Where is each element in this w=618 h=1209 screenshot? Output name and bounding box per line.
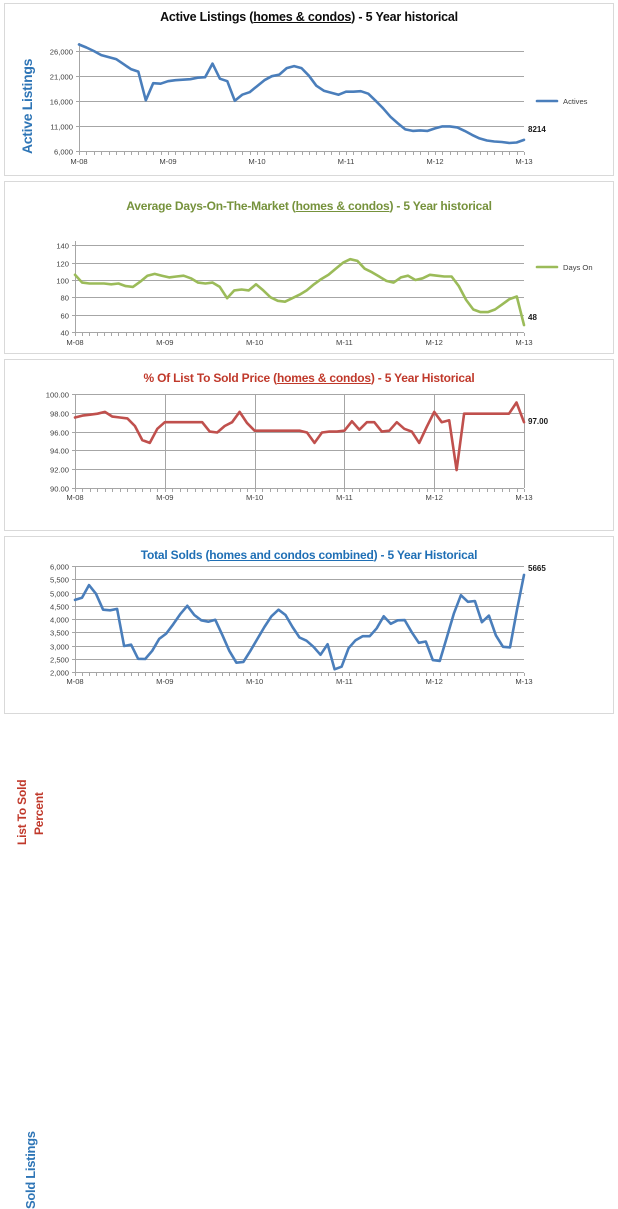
x-tick-label: M-08 <box>66 493 83 502</box>
end-value-label: 5665 <box>528 564 546 573</box>
y-axis-title-list-to-sold-line2: Percent <box>32 792 46 835</box>
x-tick-label: M-08 <box>66 338 83 347</box>
legend-label: Actives <box>563 97 588 106</box>
x-tick-label: M-13 <box>515 677 532 686</box>
x-tick-label: M-10 <box>246 493 263 502</box>
chart-panel-list-to-sold-price: % Of List To Sold Price (homes & condos)… <box>4 359 614 845</box>
data-series-line <box>73 257 526 327</box>
y-tick-label: 120 <box>56 259 69 268</box>
chart-title-active-listings: Active Listings (homes & condos) - 5 Yea… <box>5 10 613 24</box>
chart-title-post: ) - 5 Year Historical <box>373 548 478 562</box>
x-tick-label: M-11 <box>336 338 353 347</box>
y-tick-label: 92.00 <box>50 465 69 474</box>
y-tick-label: 4,500 <box>50 602 69 611</box>
x-tick-label: M-10 <box>246 338 263 347</box>
y-axis-title-total-solds: Sold Listings <box>23 1131 38 1209</box>
legend-label: Days On <box>563 263 593 272</box>
x-tick-label: M-09 <box>159 157 176 166</box>
y-tick-label: 98.00 <box>50 409 69 418</box>
y-tick-label: 90.00 <box>50 484 69 493</box>
chart-title-list-to-sold-price: % Of List To Sold Price (homes & condos)… <box>5 371 613 385</box>
chart-title-underlined: homes and condos combined <box>209 548 374 562</box>
chart-title-post: ) - 5 Year historical <box>351 10 458 24</box>
y-tick-label: 100 <box>56 276 69 285</box>
end-value-label: 8214 <box>528 125 546 134</box>
chart-title-total-solds: Total Solds (homes and condos combined) … <box>5 548 613 562</box>
y-tick-label: 6,000 <box>54 147 73 156</box>
chart-svg-days-on-market: 40 60 80 100 120 140 M-08 M-09 M-10 M-11 M-12 M-13 D… <box>56 241 593 347</box>
chart-title-days-on-market: Average Days-On-The-Market (homes & cond… <box>5 199 613 213</box>
y-tick-label: 3,000 <box>50 642 69 651</box>
y-tick-label: 94.00 <box>50 446 69 455</box>
chart-title-pre: Active Listings ( <box>160 10 254 24</box>
chart-title-pre: Total Solds ( <box>140 548 210 562</box>
x-tick-label: M-11 <box>336 493 353 502</box>
chart-svg-list-to-sold-price: 90.00 92.00 94.00 96.00 98.00 100.00 M-08 M-09 M… <box>46 390 549 502</box>
x-tick-label: M-13 <box>515 157 532 166</box>
y-tick-label: 60 <box>61 311 69 320</box>
charts-page: Active Listings (homes & condos) - 5 Yea… <box>4 3 614 1209</box>
y-tick-label: 96.00 <box>50 428 69 437</box>
data-series-line <box>73 573 526 671</box>
end-value-label: 97.00 <box>528 417 549 426</box>
x-tick-label: M-09 <box>156 677 173 686</box>
y-axis-title-active-listings: Active Listings <box>19 58 35 154</box>
x-tick-label: M-12 <box>426 493 443 502</box>
x-tick-label: M-09 <box>156 493 173 502</box>
chart-svg-active-listings: 6,000 11,000 16,000 21,000 26,000 M-08 M-09 M-1… <box>50 43 588 166</box>
y-tick-label: 5,000 <box>50 589 69 598</box>
y-tick-label: 2,500 <box>50 655 69 664</box>
x-tick-label: M-08 <box>66 677 83 686</box>
y-tick-label: 80 <box>61 293 69 302</box>
chart-panel-days-on-market: Average Days-On-The-Market (homes & cond… <box>4 181 614 499</box>
y-tick-label: 2,000 <box>50 668 69 677</box>
chart-title-post: ) - 5 Year historical <box>389 199 492 213</box>
x-tick-label: M-11 <box>338 157 355 166</box>
data-series-line <box>77 43 526 145</box>
x-tick-label: M-12 <box>426 157 443 166</box>
y-tick-label: 40 <box>61 328 69 337</box>
y-tick-label: 140 <box>56 241 69 250</box>
x-tick-label: M-10 <box>246 677 263 686</box>
end-value-label: 48 <box>528 313 537 322</box>
chart-title-pre: % Of List To Sold Price ( <box>143 371 278 385</box>
chart-title-underlined: homes & condos <box>276 371 371 385</box>
x-tick-label: M-09 <box>156 338 173 347</box>
chart-panel-total-solds: Total Solds (homes and condos combined) … <box>4 536 614 1209</box>
y-tick-label: 16,000 <box>50 97 73 106</box>
y-axis-title-list-to-sold-line1: List To Sold <box>15 779 29 845</box>
y-tick-label: 26,000 <box>50 47 73 56</box>
chart-svg-total-solds: 2,000 2,500 3,000 3,500 4,000 4,500 5,000 5,500… <box>50 562 546 686</box>
y-tick-label: 5,500 <box>50 575 69 584</box>
chart-title-post: ) - 5 Year Historical <box>370 371 475 385</box>
x-tick-label: M-12 <box>426 338 443 347</box>
y-tick-label: 4,000 <box>50 615 69 624</box>
y-tick-label: 3,500 <box>50 628 69 637</box>
chart-title-pre: Average Days-On-The-Market ( <box>126 199 296 213</box>
x-tick-label: M-13 <box>515 338 532 347</box>
x-tick-label: M-08 <box>70 157 87 166</box>
y-tick-label: 6,000 <box>50 562 69 571</box>
x-tick-label: M-13 <box>515 493 532 502</box>
x-tick-label: M-12 <box>426 677 443 686</box>
y-tick-label: 100.00 <box>46 390 69 399</box>
chart-title-underlined: homes & condos <box>253 10 352 24</box>
y-tick-label: 11,000 <box>50 122 73 131</box>
data-series-line <box>73 401 526 472</box>
chart-title-underlined: homes & condos <box>295 199 390 213</box>
y-tick-label: 21,000 <box>50 72 73 81</box>
chart-panel-active-listings: Active Listings (homes & condos) - 5 Yea… <box>4 3 614 176</box>
x-tick-label: M-10 <box>248 157 265 166</box>
x-tick-label: M-11 <box>336 677 353 686</box>
